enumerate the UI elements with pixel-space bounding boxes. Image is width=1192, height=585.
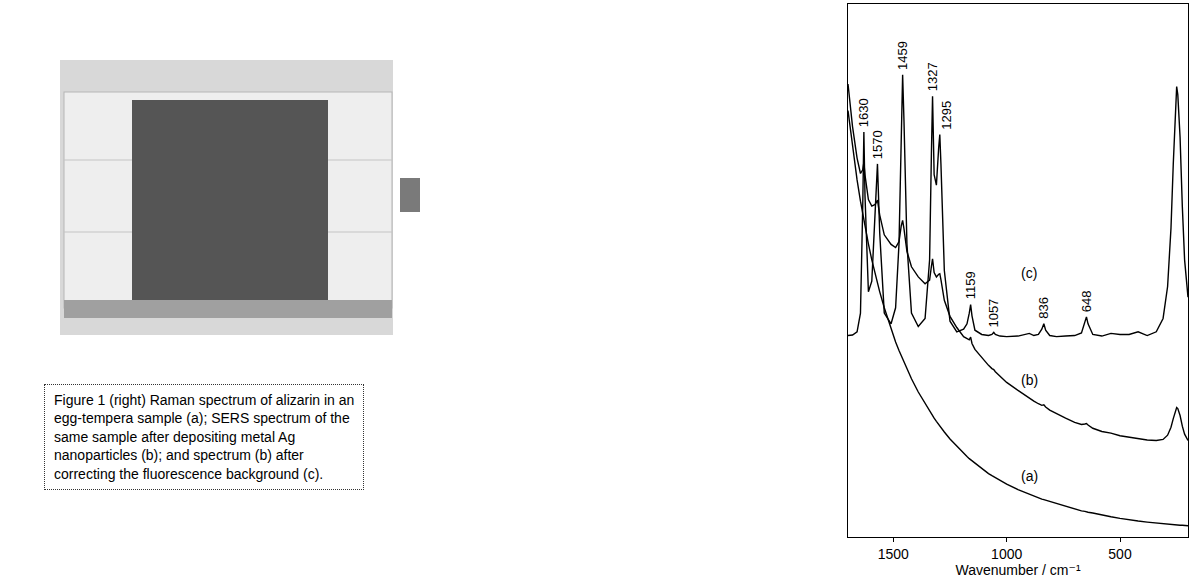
- html-text:same sample after depositing m: same sample after depositing metal Ag: [54, 428, 296, 445]
- svg-text:1000: 1000: [991, 546, 1022, 562]
- html-text:nanoparticles (b); and spectru: nanoparticles (b); and spectrum (b) afte…: [54, 447, 304, 464]
- html-text:correcting the fluorescence ba: correcting the fluorescence background (…: [54, 465, 324, 482]
- svg-text:1057: 1057: [986, 299, 1001, 328]
- svg-text:1500: 1500: [878, 546, 909, 562]
- svg-text:836: 836: [1036, 297, 1051, 319]
- html-text:Figure 1 (right) Raman spectru: Figure 1 (right) Raman spectrum of aliza…: [54, 392, 355, 408]
- svg-text:Wavenumber / cm⁻¹: Wavenumber / cm⁻¹: [955, 562, 1080, 578]
- html-text:egg-tempera sample (a); SERS s: egg-tempera sample (a); SERS spectrum of…: [54, 410, 350, 427]
- svg-text:648: 648: [1079, 291, 1094, 313]
- svg-text:1630: 1630: [856, 98, 871, 127]
- svg-text:(a): (a): [1021, 468, 1038, 484]
- svg-text:(b): (b): [1021, 372, 1038, 388]
- svg-text:500: 500: [1108, 546, 1132, 562]
- svg-text:1295: 1295: [939, 101, 954, 130]
- svg-text:(c): (c): [1021, 265, 1037, 281]
- svg-text:1459: 1459: [895, 41, 910, 70]
- svg-text:1159: 1159: [963, 271, 978, 299]
- svg-text:1327: 1327: [925, 62, 940, 91]
- svg-text:1570: 1570: [870, 130, 885, 159]
